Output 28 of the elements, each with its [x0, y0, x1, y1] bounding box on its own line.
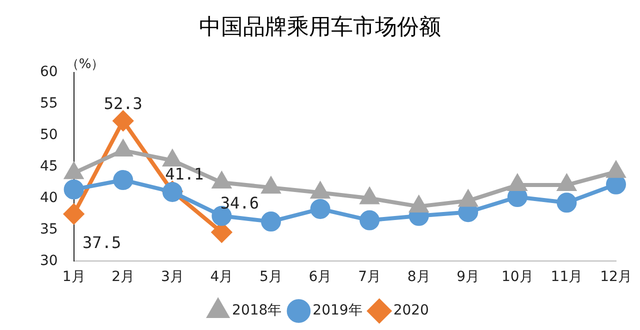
x-tick-label: 5月	[260, 269, 282, 286]
data-label: 41.1	[165, 164, 204, 184]
x-tick-label: 9月	[456, 269, 480, 286]
x-tick-label: 1月	[62, 269, 86, 286]
y-axis-title: （%）	[66, 56, 104, 72]
data-label: 34.6	[220, 193, 259, 212]
data-label: 52.3	[104, 94, 142, 114]
x-tick-label: 4月	[210, 269, 234, 286]
x-tick-label: 8月	[407, 269, 430, 286]
x-tick-label: 2月	[112, 269, 135, 286]
x-tick-label: 12月	[600, 269, 632, 286]
legend-label: 2020	[393, 302, 429, 319]
y-tick-label: 55	[40, 96, 58, 112]
legend-label: 2019年	[312, 302, 362, 319]
x-tick-label: 6月	[308, 269, 332, 286]
x-tick-label: 7月	[358, 269, 382, 286]
y-tick-label: 30	[40, 252, 58, 269]
data-label: 37.5	[82, 233, 122, 252]
chart-title: 中国品牌乘用车市场份额	[198, 14, 442, 42]
y-tick-label: 60	[40, 64, 58, 80]
y-tick-label: 35	[40, 221, 58, 238]
y-tick-label: 50	[40, 126, 58, 143]
x-tick-label: 10月	[502, 269, 534, 286]
x-tick-label: 11月	[550, 269, 583, 286]
y-tick-label: 40	[40, 190, 58, 206]
y-tick-label: 45	[40, 158, 58, 174]
legend-label: 2018年	[232, 302, 282, 319]
x-tick-label: 3月	[160, 269, 184, 286]
